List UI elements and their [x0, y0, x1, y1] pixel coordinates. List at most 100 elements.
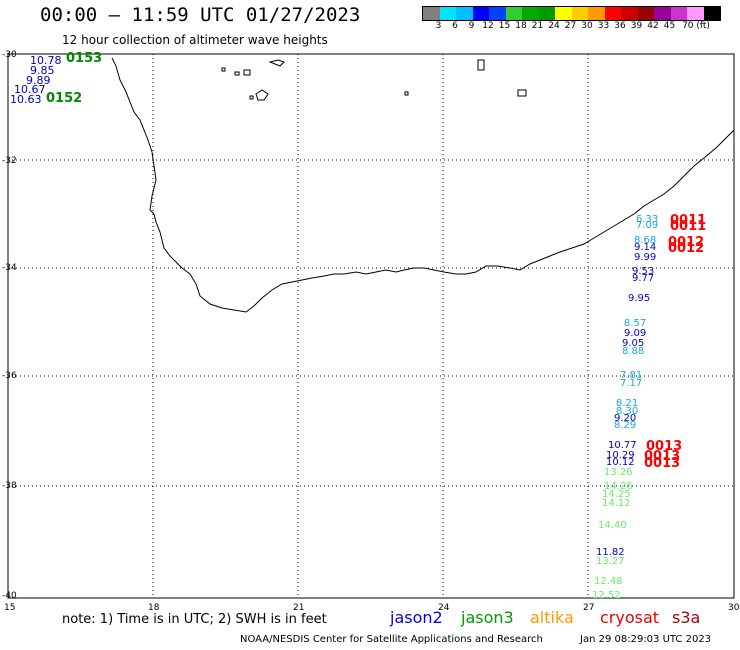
swh-value: 12.52 [592, 590, 621, 601]
colorbar-tick: 6 [452, 21, 458, 31]
swh-value: 9.89 [26, 74, 51, 87]
swh-value: 10.29 [606, 450, 635, 461]
swh-value: 10.78 [30, 54, 62, 67]
map-frame [7, 53, 735, 599]
colorbar-tick: 45 [663, 21, 676, 31]
swh-value: 8.88 [622, 346, 645, 357]
pass-time: 0013 [644, 456, 681, 471]
colorbar-tick: 27 [564, 21, 577, 31]
swh-value: 10.63 [10, 93, 42, 106]
colorbar-tick: 3 [435, 21, 442, 31]
colorbar-swatch [456, 7, 473, 20]
swh-value: 10.67 [14, 83, 46, 96]
map-subtitle: 12 hour collection of altimeter wave hei… [62, 33, 328, 47]
longitude-label: 30 [728, 603, 740, 613]
colorbar-swatch [703, 7, 720, 20]
swh-value: 10.12 [606, 457, 635, 468]
swh-value: 6.33 [636, 214, 659, 225]
swh-value: 7.17 [620, 378, 643, 389]
swh-value: 12.48 [594, 576, 623, 587]
colorbar-swatch [621, 7, 638, 20]
swh-value: 9.20 [614, 413, 637, 424]
swh-value: 9.05 [622, 338, 645, 349]
footer-credit: NOAA/NESDIS Center for Satellite Applica… [240, 634, 543, 645]
colorbar-tick: 18 [515, 21, 527, 31]
swh-value: 8.68 [634, 235, 657, 246]
colorbar-tick: 39 [630, 21, 643, 31]
swh-value: 13.26 [604, 467, 633, 478]
colorbar-swatch [423, 7, 440, 20]
longitude-label: 15 [4, 603, 16, 613]
longitude-label: 27 [583, 603, 595, 613]
legend-jason3: jason3 [461, 608, 514, 627]
swh-value: 9.85 [30, 64, 55, 77]
longitude-label: 18 [148, 603, 160, 613]
legend-cryosat: cryosat [600, 608, 660, 627]
colorbar-tick-labels: 3 6 9 12 15 18 21 24 27 30 33 36 39 42 45 70 (ft) [422, 21, 730, 33]
swh-value: 7.81 [620, 370, 643, 381]
colorbar-swatch [439, 7, 456, 20]
swh-value: 9.99 [634, 252, 657, 263]
wave-height-colorbar [422, 6, 721, 21]
legend-altika: altika [530, 608, 574, 627]
colorbar-swatch [505, 7, 522, 20]
swh-value: 8.30 [616, 406, 639, 417]
note-text: note: 1) Time is in UTC; 2) SWH is in fe… [62, 612, 327, 627]
swh-value: 13.27 [596, 556, 625, 567]
colorbar-swatch [538, 7, 555, 20]
pass-time: 0012 [668, 235, 705, 250]
swh-value: 8.29 [614, 420, 637, 431]
legend-jason2: jason2 [390, 608, 443, 627]
swh-value: 9.77 [632, 273, 655, 284]
latitude-label: -40 [2, 591, 17, 601]
swh-value: 14.26 [604, 481, 633, 492]
pass-time: 0013 [644, 449, 681, 464]
colorbar-swatch [489, 7, 506, 20]
colorbar-tick: 33 [597, 21, 610, 31]
swh-value: 14.12 [602, 498, 631, 509]
pass-time: 0013 [646, 439, 683, 454]
pass-time: 0011 [670, 219, 707, 234]
colorbar-swatch [588, 7, 605, 20]
graticule [8, 54, 734, 598]
colorbar-tick: 12 [482, 21, 494, 31]
latitude-label: -38 [2, 481, 17, 491]
colorbar-tick: 9 [468, 21, 475, 31]
longitude-label: 24 [438, 603, 450, 613]
colorbar-tick: 21 [531, 21, 544, 31]
latitude-label: -30 [2, 50, 17, 60]
longitude-label: 21 [293, 603, 305, 613]
colorbar-swatch [687, 7, 704, 20]
colorbar-swatch [654, 7, 671, 20]
colorbar-tick: 24 [548, 21, 560, 31]
pass-time: 0012 [668, 241, 705, 256]
swh-value: 9.95 [628, 293, 651, 304]
colorbar-tick: 70 (ft) [682, 21, 710, 31]
swh-value: 9.09 [624, 328, 647, 339]
swh-value: 8.21 [616, 398, 639, 409]
footer-timestamp: Jan 29 08:29:03 UTC 2023 [580, 634, 712, 645]
swh-value: 8.57 [624, 318, 647, 329]
swh-value: 11.82 [596, 547, 625, 558]
swh-value: 7.09 [636, 220, 659, 231]
swh-value: 10.77 [608, 440, 637, 451]
map-title: 00:00 – 11:59 UTC 01/27/2023 [40, 4, 361, 26]
colorbar-tick: 15 [498, 21, 511, 31]
swh-value: 9.14 [634, 242, 657, 253]
colorbar-swatch [522, 7, 539, 20]
colorbar-swatch [472, 7, 489, 20]
colorbar-swatch [555, 7, 572, 20]
swh-value: 14.40 [598, 520, 627, 531]
legend-s3a: s3a [672, 608, 701, 627]
colorbar-swatch [670, 7, 687, 20]
coastline [111, 57, 735, 313]
latitude-label: -34 [2, 263, 17, 273]
pass-time: 0011 [670, 213, 707, 228]
colorbar-tick: 36 [614, 21, 626, 31]
colorbar-swatch [571, 7, 588, 20]
swh-value: 9.53 [632, 266, 655, 277]
pass-time: 0152 [46, 91, 83, 106]
colorbar-tick: 30 [581, 21, 593, 31]
colorbar-tick: 42 [647, 21, 659, 31]
